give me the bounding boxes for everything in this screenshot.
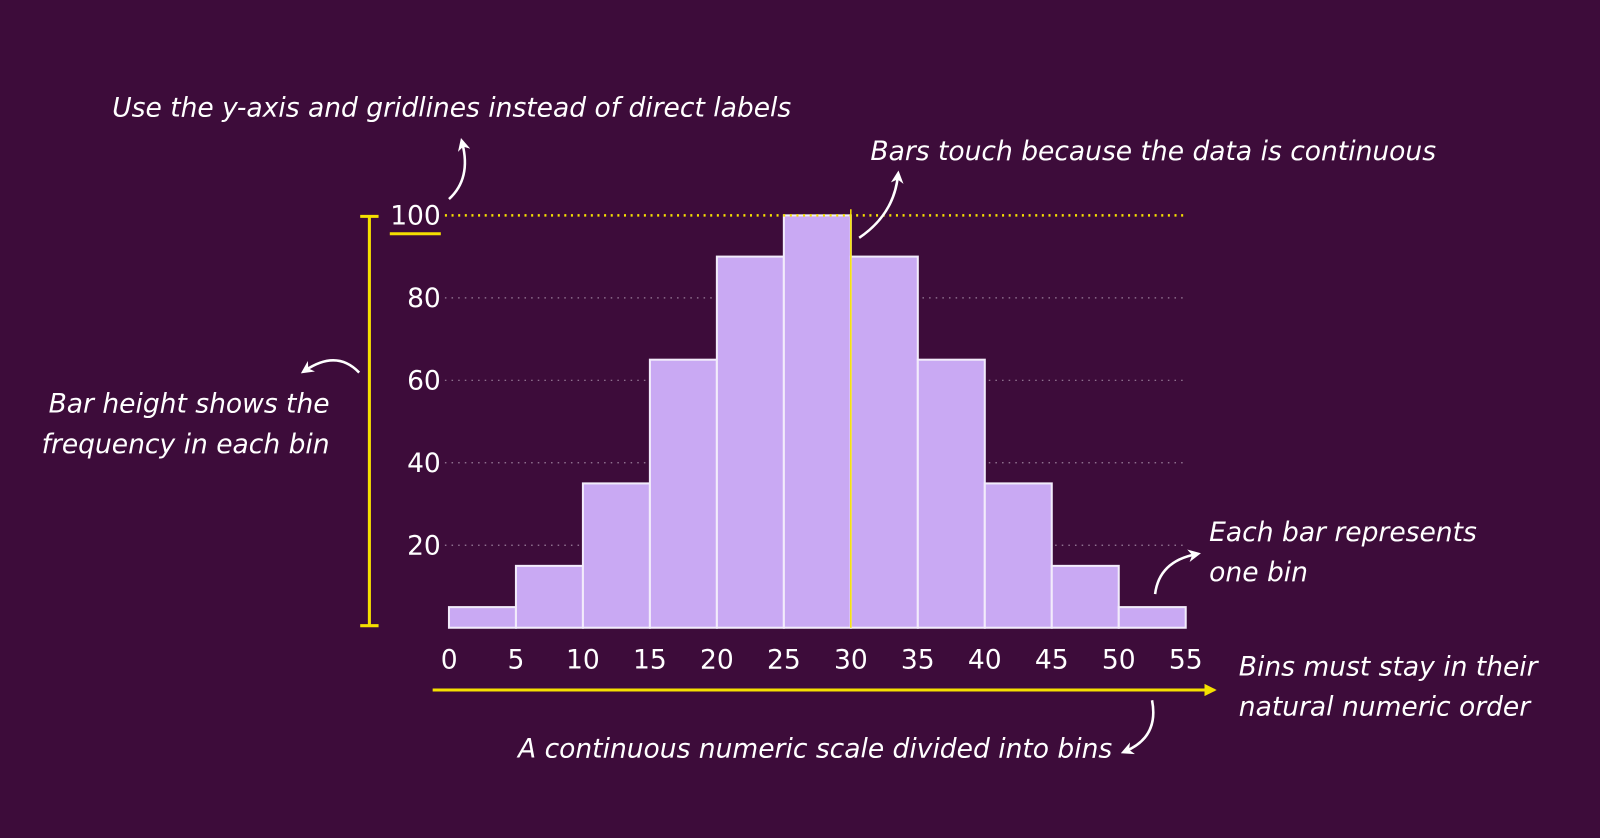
histogram-bar	[715, 255, 785, 629]
annotation-bars-touch: Bars touch because the data is continuou…	[870, 136, 1436, 167]
y-tick-label: 60	[407, 365, 441, 396]
annotation-order-2: natural numeric order	[1239, 692, 1532, 723]
histogram-bar	[581, 482, 651, 629]
y-tick-label: 20	[407, 530, 441, 561]
annotation-scale: A continuous numeric scale divided into …	[516, 733, 1112, 764]
highlights	[444, 209, 1184, 628]
x-tick-label: 15	[633, 645, 667, 676]
arrow-top-icon	[448, 137, 471, 200]
histogram-bar	[514, 564, 584, 629]
histogram-bar	[1050, 564, 1120, 629]
x-tick-label: 50	[1102, 645, 1136, 676]
arrow-each-bar-icon	[1153, 549, 1201, 595]
annotation-bar-height-2: frequency in each bin	[42, 429, 330, 460]
x-tick-labels: 0 5 10 15 20 25 30 35 40 45 50 55	[441, 645, 1203, 676]
histogram-bar	[983, 482, 1053, 629]
annotation-each-bar-1: Each bar represents	[1209, 517, 1477, 548]
y-tick-label: 100	[390, 201, 441, 232]
annotation-order-1: Bins must stay in their	[1239, 652, 1540, 683]
annotation-top: Use the y-axis and gridlines instead of …	[112, 92, 791, 123]
bars	[447, 214, 1187, 629]
x-tick-label: 10	[566, 645, 600, 676]
x-tick-label: 30	[834, 645, 868, 676]
histogram-bar	[447, 606, 517, 629]
histogram-bar	[849, 255, 919, 629]
x-tick-label: 35	[901, 645, 935, 676]
x-tick-label: 5	[508, 645, 525, 676]
arrow-bars-touch-icon	[858, 170, 904, 239]
y-tick-labels: 20 40 60 80 100	[389, 201, 441, 561]
histogram-bar	[648, 358, 718, 629]
x-tick-label: 25	[767, 645, 801, 676]
y-tick-label: 40	[407, 448, 441, 479]
x-tick-label: 45	[1035, 645, 1069, 676]
x-tick-label: 0	[441, 645, 458, 676]
y-axis-bracket	[360, 214, 379, 628]
annotation-each-bar-2: one bin	[1209, 557, 1308, 588]
arrow-left-icon	[300, 359, 361, 374]
arrow-scale-icon	[1120, 699, 1155, 755]
annotation-bar-height-1: Bar height shows the	[49, 388, 330, 419]
x-tick-label: 40	[968, 645, 1002, 676]
histogram-bar	[782, 214, 852, 629]
x-tick-label: 20	[700, 645, 734, 676]
histogram-bar	[1117, 606, 1187, 629]
x-tick-label: 55	[1169, 645, 1203, 676]
y-tick-label: 80	[407, 283, 441, 314]
histogram-bar	[916, 358, 986, 629]
